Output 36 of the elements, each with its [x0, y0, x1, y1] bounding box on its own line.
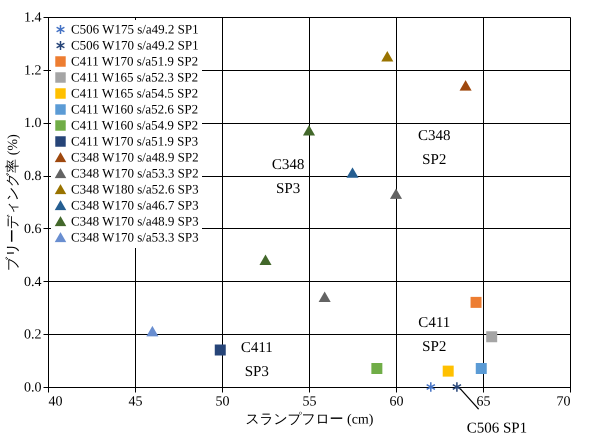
legend-label: C348 W180 s/a52.6 SP3	[71, 182, 199, 196]
y-tick-label: 0.2	[24, 328, 42, 343]
annotation: C348 SP2	[418, 128, 451, 168]
annotation: C411 SP3	[240, 340, 273, 380]
x-axis-title: スランプフロー (cm)	[246, 412, 374, 428]
legend-label: C506 W175 s/a49.2 SP1	[71, 22, 199, 36]
y-tick-label: 0.4	[24, 274, 42, 290]
legend-label: C411 W170 s/a51.9 SP3	[71, 134, 198, 148]
x-tick-label: 65	[476, 394, 490, 410]
y-tick-label: 0.6	[24, 222, 42, 237]
annotation: C348 SP3	[272, 156, 304, 197]
legend-label: C506 W170 s/a49.2 SP1	[71, 38, 199, 52]
x-tick-label: 40	[48, 394, 62, 410]
x-tick-label: 70	[556, 394, 570, 410]
legend-label: C348 W170 s/a48.9 SP2	[71, 150, 199, 164]
x-tick-label: 45	[128, 394, 142, 410]
legend-label: C411 W160 s/a54.9 SP2	[71, 118, 198, 132]
legend-label: C411 W165 s/a54.5 SP2	[71, 86, 198, 100]
y-tick-label: 1.4	[24, 10, 42, 26]
y-tick-label: 1.0	[24, 116, 42, 132]
y-tick-label: 0.0	[24, 380, 42, 396]
text: C506 SP1	[466, 420, 528, 437]
legend-label: C348 W170 s/a53.3 SP2	[71, 166, 199, 180]
legend-label: C411 W170 s/a51.9 SP2	[71, 54, 198, 68]
x-tick-label: 55	[302, 394, 316, 410]
legend-label: C348 W170 s/a46.7 SP3	[71, 198, 199, 212]
legend-label: C348 W170 s/a53.3 SP3	[71, 230, 199, 244]
y-tick-label: 1.2	[24, 63, 42, 78]
annotation: C411 SP2	[418, 314, 450, 355]
legend-label: C348 W170 s/a48.9 SP3	[71, 214, 199, 228]
legend-label: C411 W165 s/a52.3 SP2	[71, 70, 198, 84]
y-axis-title: ブリーディング率 (%)	[5, 134, 21, 271]
legend-label: C411 W160 s/a52.6 SP2	[71, 102, 198, 116]
y-tick-label: 0.8	[24, 169, 42, 184]
x-tick-label: 50	[216, 394, 230, 410]
x-tick-label: 60	[390, 394, 404, 410]
